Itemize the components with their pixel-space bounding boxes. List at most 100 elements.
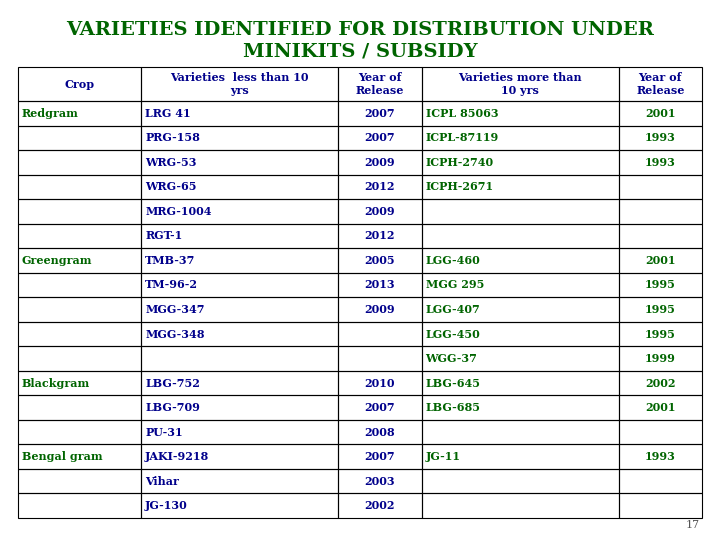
Bar: [618, 444, 702, 469]
Bar: [618, 420, 702, 444]
Text: 2002: 2002: [645, 377, 675, 389]
Text: 2009: 2009: [364, 206, 395, 217]
Bar: [618, 150, 702, 174]
Bar: [618, 199, 702, 224]
Bar: [141, 67, 338, 101]
Text: JAKI-9218: JAKI-9218: [145, 451, 210, 462]
Bar: [338, 297, 422, 322]
Bar: [618, 371, 702, 395]
Text: 1995: 1995: [645, 328, 676, 340]
Bar: [338, 469, 422, 494]
Bar: [422, 67, 618, 101]
Text: LBG-709: LBG-709: [145, 402, 200, 413]
Bar: [422, 248, 618, 273]
Text: Vihar: Vihar: [145, 476, 179, 487]
Text: MINIKITS / SUBSIDY: MINIKITS / SUBSIDY: [243, 43, 477, 61]
Bar: [422, 494, 618, 518]
Text: MGG 295: MGG 295: [426, 280, 484, 291]
Bar: [422, 273, 618, 297]
Text: 2012: 2012: [364, 181, 395, 192]
Bar: [18, 494, 141, 518]
Bar: [618, 125, 702, 150]
Bar: [141, 494, 338, 518]
Bar: [422, 101, 618, 125]
Text: MGG-347: MGG-347: [145, 304, 204, 315]
Text: Varieties more than
10 yrs: Varieties more than 10 yrs: [458, 72, 582, 96]
Text: Bengal gram: Bengal gram: [22, 451, 103, 462]
Text: ICPL-87119: ICPL-87119: [426, 132, 499, 143]
Bar: [422, 150, 618, 174]
Text: 1993: 1993: [645, 132, 676, 143]
Bar: [618, 322, 702, 346]
Bar: [18, 67, 141, 101]
Bar: [18, 346, 141, 371]
Bar: [338, 273, 422, 297]
Text: WGG-37: WGG-37: [426, 353, 477, 364]
Text: JG-130: JG-130: [145, 500, 188, 511]
Bar: [18, 395, 141, 420]
Bar: [338, 150, 422, 174]
Bar: [18, 101, 141, 125]
Text: 1993: 1993: [645, 157, 676, 168]
Bar: [422, 322, 618, 346]
Bar: [18, 444, 141, 469]
Bar: [338, 494, 422, 518]
Bar: [338, 125, 422, 150]
Bar: [422, 469, 618, 494]
Bar: [338, 420, 422, 444]
Bar: [141, 420, 338, 444]
Bar: [18, 371, 141, 395]
Text: RGT-1: RGT-1: [145, 231, 182, 241]
Text: 1995: 1995: [645, 304, 676, 315]
Text: 1999: 1999: [645, 353, 676, 364]
Bar: [18, 150, 141, 174]
Bar: [141, 346, 338, 371]
Text: 2001: 2001: [645, 402, 675, 413]
Text: PU-31: PU-31: [145, 427, 183, 437]
Text: LRG 41: LRG 41: [145, 108, 191, 119]
Text: 2013: 2013: [364, 280, 395, 291]
Bar: [338, 395, 422, 420]
Bar: [141, 150, 338, 174]
Text: Greengram: Greengram: [22, 255, 92, 266]
Bar: [422, 125, 618, 150]
Text: Blackgram: Blackgram: [22, 377, 90, 389]
Text: MRG-1004: MRG-1004: [145, 206, 212, 217]
Text: 2009: 2009: [364, 157, 395, 168]
Bar: [18, 125, 141, 150]
Bar: [422, 346, 618, 371]
Text: 2007: 2007: [364, 451, 395, 462]
Bar: [338, 199, 422, 224]
Text: WRG-53: WRG-53: [145, 157, 197, 168]
Bar: [618, 174, 702, 199]
Text: 2007: 2007: [364, 132, 395, 143]
Bar: [18, 174, 141, 199]
Bar: [141, 395, 338, 420]
Text: TMB-37: TMB-37: [145, 255, 196, 266]
Text: Varieties  less than 10
yrs: Varieties less than 10 yrs: [171, 72, 309, 96]
Bar: [141, 224, 338, 248]
Bar: [18, 248, 141, 273]
Text: Year of
Release: Year of Release: [636, 72, 685, 96]
Bar: [422, 444, 618, 469]
Bar: [18, 420, 141, 444]
Bar: [338, 248, 422, 273]
Text: Crop: Crop: [65, 78, 94, 90]
Bar: [18, 199, 141, 224]
Text: 2001: 2001: [645, 255, 675, 266]
Bar: [422, 297, 618, 322]
Text: LBG-752: LBG-752: [145, 377, 200, 389]
Text: 2012: 2012: [364, 231, 395, 241]
Bar: [18, 469, 141, 494]
Text: ICPH-2671: ICPH-2671: [426, 181, 494, 192]
Text: TM-96-2: TM-96-2: [145, 280, 198, 291]
Text: 2010: 2010: [364, 377, 395, 389]
Bar: [141, 371, 338, 395]
Bar: [422, 420, 618, 444]
Bar: [422, 199, 618, 224]
Bar: [422, 371, 618, 395]
Bar: [618, 224, 702, 248]
Bar: [141, 273, 338, 297]
Text: 2005: 2005: [364, 255, 395, 266]
Bar: [618, 346, 702, 371]
